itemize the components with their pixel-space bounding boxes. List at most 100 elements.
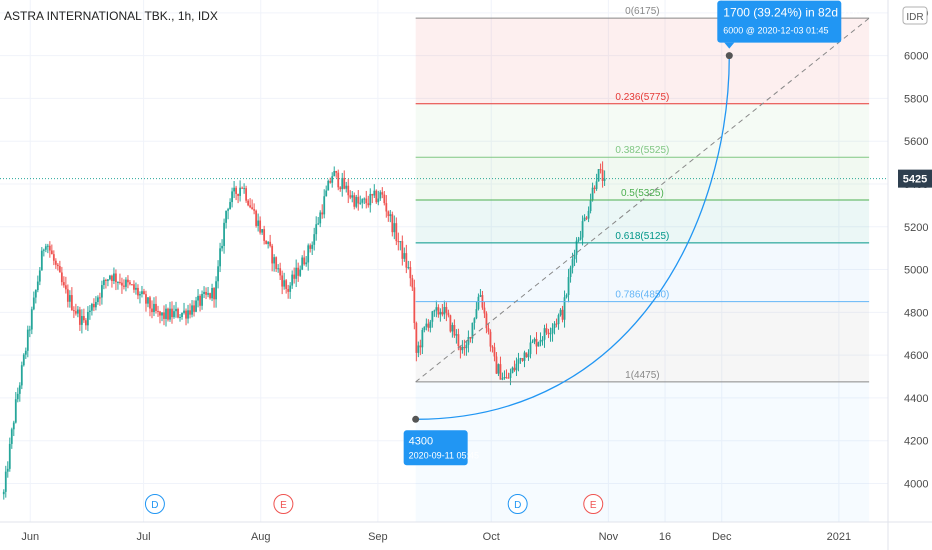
candle-body xyxy=(471,322,474,339)
candle-body xyxy=(513,367,516,371)
candle-body xyxy=(32,297,35,310)
candle-body xyxy=(229,202,231,210)
candle-body xyxy=(537,342,540,347)
candle-body xyxy=(54,260,57,265)
candle-body xyxy=(253,209,256,211)
candle-body xyxy=(497,364,500,374)
candle-body xyxy=(52,254,55,261)
candle-body xyxy=(331,176,334,183)
candle-body xyxy=(503,377,506,379)
candle-body xyxy=(587,210,590,219)
fib-trend-line[interactable] xyxy=(415,17,870,383)
candle-body xyxy=(201,293,203,306)
earnings-marker[interactable] xyxy=(583,494,604,514)
projection-start-callout[interactable] xyxy=(403,430,468,466)
candle-body xyxy=(581,221,584,238)
candle-body xyxy=(569,267,572,278)
earnings-marker[interactable] xyxy=(273,494,294,514)
event-marker-label: D xyxy=(514,500,521,511)
price-tick-label: 5800 xyxy=(904,93,928,105)
currency-badge[interactable]: IDR xyxy=(906,12,923,23)
candle-body xyxy=(401,241,404,259)
candle-body xyxy=(531,341,534,343)
candle-body xyxy=(68,295,71,302)
candle-body xyxy=(101,285,103,298)
price-tick-label: 5000 xyxy=(904,265,928,277)
candle-body xyxy=(565,295,568,298)
time-tick-label: 16 xyxy=(659,531,671,543)
price-tick-label: 4200 xyxy=(904,436,928,448)
projection-end-point[interactable] xyxy=(725,52,733,60)
candle-body xyxy=(577,239,580,241)
candle-body xyxy=(367,203,370,206)
candle-body xyxy=(147,297,149,304)
fib-level-label: 0.236(5775) xyxy=(615,92,669,103)
time-tick-label: Aug xyxy=(251,531,271,543)
candle-body xyxy=(295,267,298,279)
candle-body xyxy=(131,284,133,286)
candle-body xyxy=(359,202,362,204)
candle-body xyxy=(249,205,252,208)
candle-body xyxy=(511,367,514,373)
candle-body xyxy=(313,234,316,245)
candle-body xyxy=(157,311,159,313)
fib-zone xyxy=(415,157,870,201)
candle-body xyxy=(115,273,117,283)
candle-body xyxy=(4,471,7,492)
candle-body xyxy=(591,187,594,201)
candle-body xyxy=(405,253,408,268)
event-marker-label: D xyxy=(151,500,158,511)
currency-badge-box[interactable] xyxy=(902,6,928,25)
symbol-title: ASTRA INTERNATIONAL TBK., 1h, IDX xyxy=(4,9,218,23)
candle-body xyxy=(213,288,215,300)
dividend-marker[interactable] xyxy=(507,494,528,514)
candle-body xyxy=(327,180,330,191)
candle-body xyxy=(499,364,502,380)
candle-body xyxy=(189,310,191,315)
candle-body xyxy=(413,287,416,324)
projection-end-callout[interactable] xyxy=(717,0,842,43)
time-tick-label: 2021 xyxy=(827,531,851,543)
projection-start-point[interactable] xyxy=(412,415,420,423)
time-tick-label: Jul xyxy=(137,531,151,543)
candle-body xyxy=(425,323,428,327)
candle-body xyxy=(127,279,129,283)
candle-body xyxy=(93,304,95,308)
price-tick-label: 5200 xyxy=(904,222,928,234)
candle-body xyxy=(149,297,151,309)
event-marker-label: E xyxy=(590,500,597,511)
candle-body xyxy=(311,244,314,249)
candle-body xyxy=(293,274,296,279)
candle-body xyxy=(493,347,496,357)
candle-body xyxy=(541,339,544,341)
projection-curve[interactable] xyxy=(415,55,730,420)
dividend-marker[interactable] xyxy=(144,494,165,514)
price-tick-label: 4800 xyxy=(904,307,928,319)
candle-body xyxy=(90,304,93,311)
candle-body xyxy=(381,192,384,195)
price-tick-label: 4600 xyxy=(904,350,928,362)
candle-body xyxy=(177,308,179,318)
candle-body xyxy=(303,257,306,265)
candle-body xyxy=(501,378,504,380)
candle-body xyxy=(397,241,400,243)
candle-body xyxy=(30,309,33,330)
candle-body xyxy=(427,323,430,328)
candle-body xyxy=(445,306,448,313)
time-tick-label: Dec xyxy=(712,531,732,543)
candle-body xyxy=(603,178,606,181)
candle-body xyxy=(111,275,113,282)
candle-body xyxy=(575,240,578,255)
candle-body xyxy=(183,310,185,313)
candle-body xyxy=(283,280,286,287)
candle-body xyxy=(165,308,167,319)
candle-body xyxy=(42,249,45,251)
price-projection[interactable]: 4300 2020-09-11 05:45 1700 (39.24%) in 82d… xyxy=(403,0,870,466)
candle-body xyxy=(463,346,466,349)
candle-body xyxy=(129,282,131,285)
candle-body xyxy=(315,224,318,235)
candle-body xyxy=(389,214,392,217)
